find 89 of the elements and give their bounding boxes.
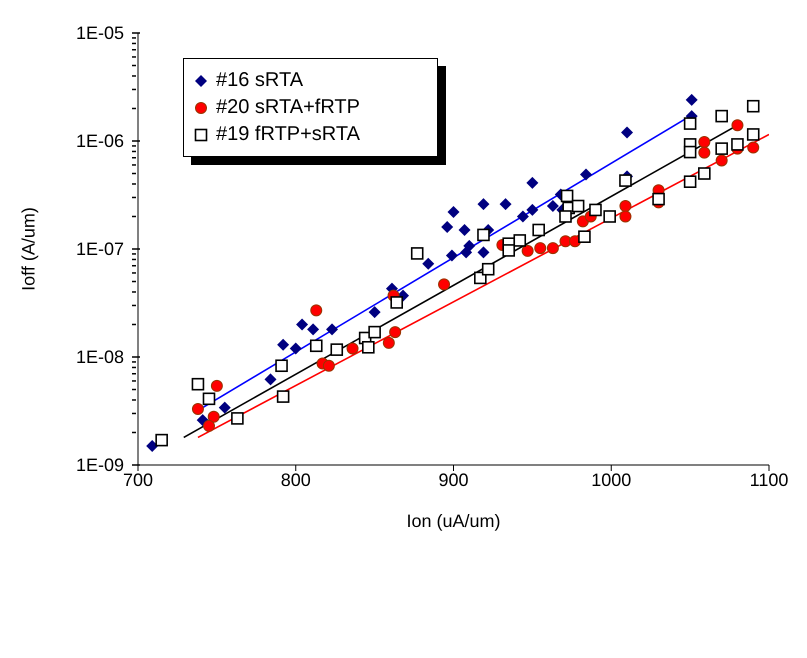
- point: [146, 440, 158, 452]
- point: [208, 410, 220, 423]
- point: [482, 262, 495, 276]
- point: [684, 175, 696, 188]
- point: [346, 342, 359, 354]
- point: [382, 336, 395, 349]
- point: [477, 198, 490, 210]
- point: [560, 235, 572, 248]
- point: [580, 168, 592, 180]
- point: [441, 220, 454, 233]
- point: [477, 246, 490, 258]
- point: [534, 242, 546, 254]
- point: [275, 359, 288, 372]
- point: [546, 200, 559, 212]
- point: [619, 210, 632, 222]
- point: [322, 360, 335, 372]
- point: [438, 278, 450, 290]
- point: [422, 258, 434, 270]
- legend-label: #20 sRTA+fRTP: [216, 96, 360, 119]
- x-axis-title: Ion (uA/um): [406, 511, 501, 531]
- y-tick-label: 1E-09: [76, 455, 124, 475]
- point: [746, 128, 760, 141]
- point: [589, 204, 602, 216]
- point: [578, 230, 591, 243]
- point: [526, 204, 538, 216]
- point: [390, 296, 404, 309]
- point: [652, 192, 665, 206]
- point: [192, 403, 204, 415]
- x-tick-label: 900: [438, 470, 469, 490]
- x-tick-label: 1000: [591, 470, 632, 490]
- point: [231, 412, 244, 425]
- point: [500, 198, 512, 210]
- point: [310, 304, 322, 316]
- x-tick-label: 800: [280, 470, 311, 490]
- point: [516, 210, 529, 222]
- point: [477, 228, 490, 242]
- point: [290, 342, 302, 354]
- point: [716, 154, 728, 166]
- point: [362, 340, 375, 354]
- point: [747, 142, 760, 154]
- point: [619, 200, 632, 212]
- x-tick-label: 700: [122, 470, 154, 490]
- point: [368, 306, 381, 318]
- point: [526, 176, 538, 189]
- point: [684, 117, 696, 130]
- point: [621, 126, 634, 138]
- point: [731, 119, 744, 132]
- point: [546, 242, 559, 254]
- point: [559, 210, 572, 223]
- point: [731, 138, 744, 151]
- legend-label: #19 fRTP+sRTA: [216, 123, 360, 146]
- point: [310, 339, 323, 352]
- point: [330, 343, 344, 356]
- x-tick-label: 1100: [750, 470, 788, 490]
- point: [746, 100, 760, 112]
- y-axis-title: Ioff (A/um): [18, 207, 38, 291]
- point: [686, 94, 698, 106]
- point: [448, 206, 460, 218]
- point: [560, 190, 574, 202]
- point: [502, 244, 516, 257]
- point: [698, 167, 711, 180]
- point: [458, 224, 471, 236]
- point: [603, 210, 616, 223]
- point: [619, 174, 632, 187]
- point: [326, 323, 338, 336]
- point: [210, 380, 223, 392]
- point: [446, 250, 458, 262]
- point: [572, 200, 584, 212]
- point: [202, 392, 216, 406]
- y-tick-label: 1E-05: [76, 23, 124, 43]
- point: [463, 240, 476, 252]
- point: [276, 390, 290, 403]
- legend-label: #16 sRTA: [216, 69, 304, 92]
- point: [264, 373, 277, 386]
- point: [410, 247, 424, 260]
- point: [202, 420, 215, 432]
- y-tick-label: 1E-08: [76, 347, 124, 367]
- point: [307, 323, 320, 336]
- point: [522, 244, 534, 257]
- point: [368, 326, 381, 338]
- y-tick-label: 1E-06: [76, 131, 124, 151]
- point: [296, 318, 308, 330]
- point: [389, 326, 402, 338]
- point: [698, 146, 710, 159]
- point: [277, 338, 290, 351]
- point: [698, 136, 710, 148]
- point: [218, 402, 231, 414]
- y-tick-label: 1E-07: [76, 239, 124, 259]
- point: [684, 146, 696, 158]
